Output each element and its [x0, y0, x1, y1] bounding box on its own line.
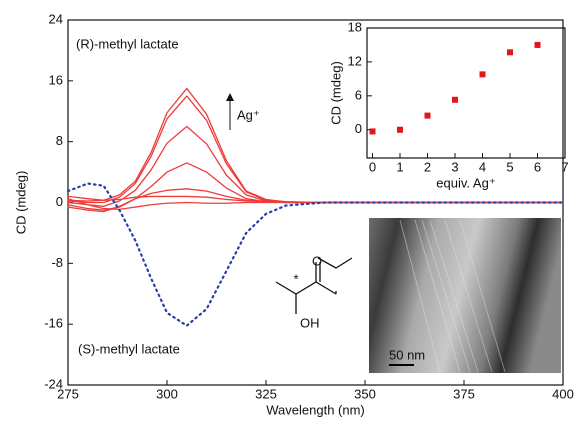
x-tick-label: 400 [552, 386, 574, 401]
y-tick-label: -8 [51, 255, 63, 270]
data-point [452, 96, 458, 103]
data-point [534, 41, 541, 48]
x-tick-label: 325 [255, 386, 277, 401]
y-tick-label: 12 [348, 53, 362, 68]
y-tick-label: 24 [49, 11, 63, 26]
data-point [397, 126, 403, 133]
data-line [67, 125, 564, 207]
y-tick-label: 6 [355, 87, 362, 102]
x-tick-label: 1 [396, 159, 403, 174]
x-tick-label: 5 [506, 159, 513, 174]
y-tick-label: 0 [355, 121, 362, 136]
x-tick-label: 3 [451, 159, 458, 174]
y-tick-label: 0 [56, 194, 63, 209]
data-line [67, 198, 564, 210]
molecule: * OH O [275, 253, 353, 330]
scale-bar-label: 50 nm [389, 347, 425, 362]
stereo-mark: * [293, 271, 298, 286]
svg-text:O: O [312, 253, 322, 268]
data-point [479, 71, 486, 78]
x-tick-label: 6 [534, 159, 541, 174]
oh-label: OH [300, 315, 320, 330]
annotation: (S)-methyl lactate [78, 341, 180, 356]
y-tick-label: -16 [44, 316, 63, 331]
x-axis-label: Wavelength (nm) [266, 402, 365, 417]
y-tick-label: -24 [44, 376, 63, 391]
y-tick-label: 8 [56, 133, 63, 148]
y-tick-label: 18 [348, 19, 362, 34]
x-tick-label: 7 [561, 159, 568, 174]
data-line [66, 182, 565, 327]
x-tick-label: 275 [57, 386, 79, 401]
data-line [67, 188, 564, 213]
y-tick-label: 16 [49, 72, 63, 87]
x-tick-label: 300 [156, 386, 178, 401]
x-tick-label: 0 [369, 159, 376, 174]
y-axis-label: CD (mdeg) [13, 171, 28, 235]
plot-frame [366, 27, 566, 159]
x-tick-label: 4 [479, 159, 486, 174]
tem-image: 50 nm [369, 218, 561, 373]
x-tick-label: 2 [424, 159, 431, 174]
arrow-head [226, 93, 234, 101]
x-tick-label: 350 [354, 386, 376, 401]
x-axis-label: equiv. Ag⁺ [436, 175, 495, 190]
data-point [424, 112, 431, 119]
data-point [369, 128, 376, 135]
y-axis-label: CD (mdeg) [328, 61, 343, 125]
annotation: Ag⁺ [237, 107, 260, 122]
data-point [507, 49, 513, 56]
x-tick-label: 375 [453, 386, 475, 401]
annotation: (R)-methyl lactate [76, 36, 179, 51]
